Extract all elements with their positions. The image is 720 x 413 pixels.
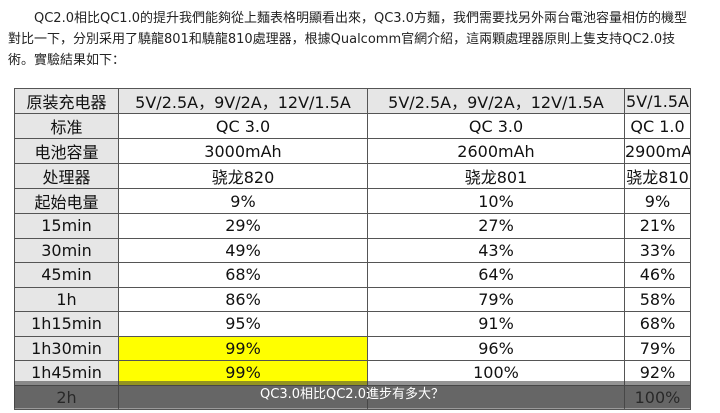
table-cell: 79% (624, 335, 691, 361)
image-caption: QC3.0相比QC2.0進步有多大？ (14, 381, 690, 408)
table-row: 处理器 骁龙820 骁龙801 骁龙810 (14, 163, 691, 189)
table-cell: 58% (624, 286, 691, 312)
table-cell: 原装充电器 (14, 88, 119, 114)
table-cell: 1h30min (14, 335, 119, 361)
table-cell: 起始电量 (14, 188, 119, 214)
table-cell: 2600mAh (367, 138, 625, 164)
table-row: 1h 86% 79% 58% (14, 286, 691, 312)
table-cell: 33% (624, 237, 691, 263)
table-cell: 5V/1.5A (624, 88, 691, 114)
table-cell: 骁龙810 (624, 163, 691, 189)
table-cell: 68% (118, 262, 368, 288)
table-cell: 标准 (14, 113, 119, 139)
table-cell: 2900mAh (624, 138, 691, 164)
table-cell: 46% (624, 262, 691, 288)
table-cell: 9% (118, 188, 368, 214)
table-cell: 5V/2.5A，9V/2A，12V/1.5A (367, 88, 625, 114)
table-cell: 21% (624, 213, 691, 239)
table-cell: QC 3.0 (118, 113, 368, 139)
table-cell: 79% (367, 286, 625, 312)
table-cell: 43% (367, 237, 625, 263)
results-table: 原装充电器 5V/2.5A，9V/2A，12V/1.5A 5V/2.5A，9V/2A… (14, 88, 691, 410)
table-cell: 处理器 (14, 163, 119, 189)
table-row: 15min 29% 27% 21% (14, 213, 691, 239)
table-cell: 5V/2.5A，9V/2A，12V/1.5A (118, 88, 368, 114)
paragraph: QC2.0相比QC1.0的提升我們能夠從上麵表格明顯看出來，QC3.0方麵，我們… (8, 11, 687, 68)
table-cell: 3000mAh (118, 138, 368, 164)
table-row: 30min 49% 43% 33% (14, 237, 691, 263)
table-row: 电池容量3000mAh2600mAh2900mAh (14, 138, 691, 164)
table-row: 45min 68% 64% 46% (14, 262, 691, 288)
table-cell: QC 1.0 (624, 113, 691, 139)
table-cell: 9% (624, 188, 691, 214)
table-cell: 29% (118, 213, 368, 239)
table-cell: 45min (14, 262, 119, 288)
table-cell: 91% (367, 311, 625, 337)
table-cell: 68% (624, 311, 691, 337)
table-cell: 49% (118, 237, 368, 263)
table-cell: 骁龙820 (118, 163, 368, 189)
table-cell: 86% (118, 286, 368, 312)
table-cell: 30min (14, 237, 119, 263)
table-cell: 电池容量 (14, 138, 119, 164)
table-cell: 64% (367, 262, 625, 288)
table-row: 起始电量 9% 10% 9% (14, 188, 691, 214)
table-cell: 96% (367, 335, 625, 361)
table-cell: 99% (118, 335, 368, 361)
table-cell: QC 3.0 (367, 113, 625, 139)
table-row: 原装充电器 5V/2.5A，9V/2A，12V/1.5A 5V/2.5A，9V/2A… (14, 88, 691, 114)
table-row: 1h30min 99% 96% 79% (14, 335, 691, 361)
table-cell: 骁龙801 (367, 163, 625, 189)
table-cell: 95% (118, 311, 368, 337)
table-cell: 27% (367, 213, 625, 239)
table-cell: 10% (367, 188, 625, 214)
table-cell: 1h15min (14, 311, 119, 337)
table-row: 标准 QC 3.0 QC 3.0 QC 1.0 (14, 113, 691, 139)
table-cell: 15min (14, 213, 119, 239)
table-row: 1h15min 95% 91% 68% (14, 311, 691, 337)
table-cell: 1h (14, 286, 119, 312)
